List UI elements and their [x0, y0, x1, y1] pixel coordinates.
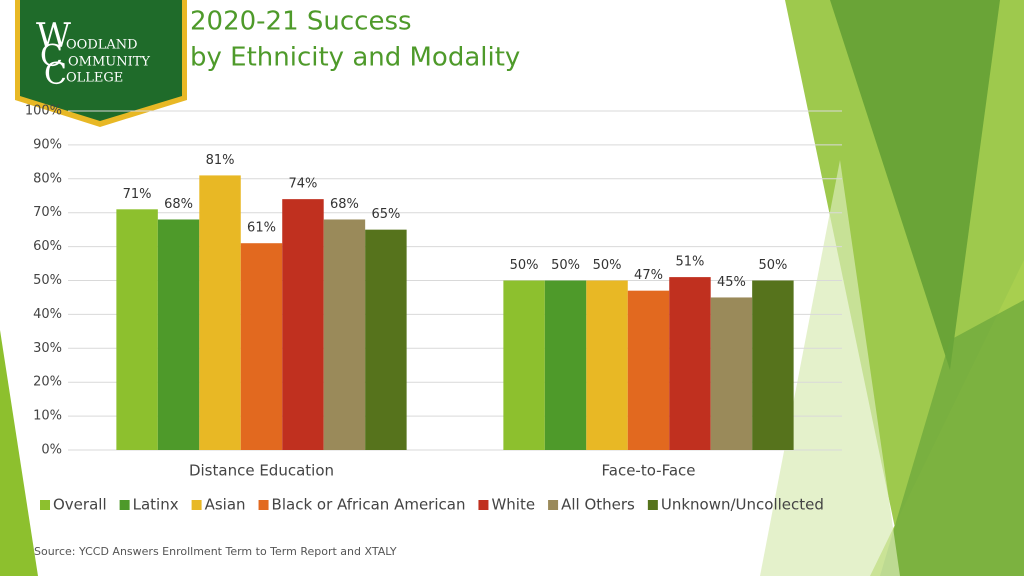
- bar: [627, 290, 670, 450]
- chart-subtitle: by Ethnicity and Modality: [190, 43, 520, 73]
- legend-label: Asian: [205, 496, 246, 514]
- legend-swatch: [548, 500, 559, 510]
- y-tick-label: 100%: [25, 104, 62, 119]
- bar: [323, 219, 366, 450]
- logo-shield: [20, 0, 182, 121]
- legend-label: Overall: [53, 496, 107, 514]
- data-label: 81%: [206, 153, 235, 168]
- data-label: 65%: [371, 207, 400, 222]
- data-label: 51%: [676, 255, 705, 270]
- logo-letter: W: [36, 16, 71, 56]
- bar: [710, 297, 753, 450]
- y-tick-label: 40%: [33, 307, 62, 322]
- data-label: 50%: [551, 258, 580, 273]
- bar: [544, 280, 587, 450]
- y-tick-label: 80%: [33, 171, 62, 186]
- bar: [503, 280, 545, 450]
- bar: [365, 229, 407, 450]
- data-label: 45%: [717, 275, 746, 290]
- legend-swatch: [647, 500, 658, 510]
- y-tick-label: 70%: [33, 205, 62, 220]
- y-tick-label: 90%: [33, 137, 62, 152]
- legend-label: Latinx: [133, 496, 179, 514]
- decor: [0, 330, 38, 576]
- source: Source: YCCD Answers Enrollment Term to …: [34, 545, 397, 558]
- legend-swatch: [40, 500, 50, 510]
- decor: [760, 160, 900, 576]
- bar: [199, 175, 241, 450]
- legend-label: Black or African American: [272, 496, 466, 514]
- data-label: 74%: [289, 177, 318, 192]
- logo-text: OODLAND: [66, 38, 138, 53]
- decor: [830, 0, 1000, 370]
- y-tick-label: 60%: [33, 239, 62, 254]
- legend-label: Unknown/Uncollected: [661, 496, 824, 514]
- legend-label: White: [491, 496, 535, 514]
- legend-swatch: [478, 500, 489, 510]
- y-tick-label: 0%: [41, 443, 62, 458]
- data-label: 47%: [634, 268, 663, 283]
- logo-letter: C: [44, 57, 67, 92]
- data-label: 50%: [593, 258, 622, 273]
- data-label: 71%: [123, 187, 152, 202]
- legend-label: All Others: [561, 496, 635, 514]
- logo-text: OMMUNITY: [68, 55, 150, 70]
- logo: W C C OODLAND OMMUNITY OLLEGE: [36, 16, 150, 92]
- data-label: 50%: [510, 258, 539, 273]
- data-label: 68%: [164, 197, 193, 212]
- data-label: 68%: [330, 197, 359, 212]
- data-label: 61%: [247, 221, 276, 236]
- legend-swatch: [191, 500, 202, 510]
- bar: [586, 280, 628, 450]
- bar: [752, 280, 794, 450]
- bar: [669, 277, 711, 450]
- x-tick-label: Face-to-Face: [602, 462, 696, 480]
- logo-text: OLLEGE: [66, 71, 123, 86]
- legend-swatch: [119, 500, 130, 510]
- y-tick-label: 20%: [33, 375, 62, 390]
- bar: [116, 209, 158, 450]
- chart-title: 2020-21 Success: [190, 7, 412, 37]
- logo-letter: C: [40, 39, 63, 74]
- bar: [240, 243, 283, 450]
- bar: [157, 219, 200, 450]
- decor: [880, 300, 1024, 576]
- y-tick-label: 50%: [33, 273, 62, 288]
- y-tick-label: 30%: [33, 341, 62, 356]
- x-tick-label: Distance Education: [189, 462, 334, 480]
- bar: [282, 199, 324, 450]
- data-label: 50%: [758, 258, 787, 273]
- legend-swatch: [258, 500, 269, 510]
- y-tick-label: 10%: [33, 409, 62, 424]
